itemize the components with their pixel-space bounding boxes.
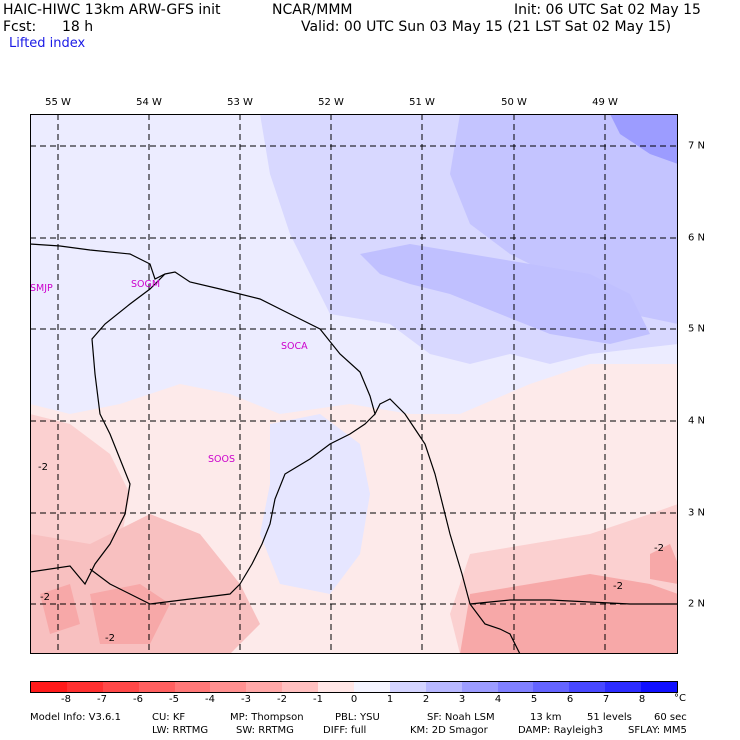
colorbar-label: -2 bbox=[277, 694, 287, 705]
footer-sw: SW: RRTMG bbox=[236, 725, 294, 736]
footer-pbl: PBL: YSU bbox=[335, 712, 380, 723]
lat-label: 7 N bbox=[688, 140, 706, 152]
colorbar-cell bbox=[641, 682, 678, 692]
colorbar-label: 6 bbox=[566, 694, 574, 705]
footer-km: KM: 2D Smagor bbox=[410, 725, 488, 736]
colorbar-label: 3 bbox=[458, 694, 466, 705]
colorbar-cell bbox=[31, 682, 67, 692]
graticule bbox=[30, 114, 678, 654]
colorbar-label: -3 bbox=[241, 694, 251, 705]
colorbar-label: 7 bbox=[602, 694, 610, 705]
colorbar-cell bbox=[282, 682, 319, 692]
colorbar-label: -7 bbox=[97, 694, 107, 705]
footer-mp: MP: Thompson bbox=[230, 712, 304, 723]
footer-sf: SF: Noah LSM bbox=[427, 712, 495, 723]
colorbar-label: 0 bbox=[350, 694, 358, 705]
colorbar-label: -5 bbox=[169, 694, 179, 705]
field-shading bbox=[30, 114, 678, 654]
init-time: Init: 06 UTC Sat 02 May 15 bbox=[514, 2, 701, 18]
footer-model-info: Model Info: V3.6.1 bbox=[30, 712, 121, 723]
colorbar-label: 2 bbox=[422, 694, 430, 705]
colorbar-cell bbox=[102, 682, 139, 692]
org-label: NCAR/MMM bbox=[272, 2, 353, 18]
lon-label: 55 W bbox=[45, 97, 71, 108]
colorbar-cell bbox=[569, 682, 606, 692]
colorbar-cell bbox=[210, 682, 247, 692]
colorbar-cell bbox=[461, 682, 498, 692]
footer-timestep: 60 sec bbox=[654, 712, 687, 723]
colorbar-unit: °C bbox=[674, 693, 686, 704]
footer-sflay: SFLAY: MM5 bbox=[628, 725, 687, 736]
lon-label: 53 W bbox=[227, 97, 253, 108]
contour-label: -2 bbox=[38, 462, 48, 473]
lat-label: 3 N bbox=[688, 507, 706, 519]
station-label: SMJP bbox=[30, 283, 53, 294]
colorbar-cell bbox=[354, 682, 390, 692]
lon-label: 51 W bbox=[409, 97, 435, 108]
colorbar-label: -8 bbox=[61, 694, 71, 705]
contour-label: -2 bbox=[105, 633, 115, 644]
footer-lw: LW: RRTMG bbox=[152, 725, 209, 736]
lat-label: 5 N bbox=[688, 323, 706, 335]
contour-label: -2 bbox=[40, 592, 50, 603]
footer-cu: CU: KF bbox=[152, 712, 186, 723]
field-name: Lifted index bbox=[9, 36, 86, 51]
colorbar-cell bbox=[389, 682, 426, 692]
colorbar-cell bbox=[138, 682, 175, 692]
footer-damp: DAMP: Rayleigh3 bbox=[518, 725, 604, 736]
station-label: SOOS bbox=[208, 454, 235, 465]
colorbar bbox=[30, 681, 678, 693]
footer-levels: 51 levels bbox=[587, 712, 632, 723]
colorbar-cell bbox=[66, 682, 103, 692]
colorbar-cell bbox=[246, 682, 283, 692]
colorbar-label: 1 bbox=[386, 694, 394, 705]
colorbar-label: 4 bbox=[494, 694, 502, 705]
colorbar-cell bbox=[425, 682, 462, 692]
colorbar-label: 8 bbox=[638, 694, 646, 705]
lat-label: 6 N bbox=[688, 232, 706, 244]
forecast-hour: 18 h bbox=[62, 19, 94, 35]
colorbar-cell bbox=[318, 682, 355, 692]
colorbar-cell bbox=[533, 682, 570, 692]
lon-label: 54 W bbox=[136, 97, 162, 108]
colorbar-cell bbox=[174, 682, 211, 692]
lat-label: 4 N bbox=[688, 415, 706, 427]
lon-label: 52 W bbox=[318, 97, 344, 108]
model-title: HAIC-HIWC 13km ARW-GFS init bbox=[3, 2, 221, 18]
footer-diff: DIFF: full bbox=[323, 725, 367, 736]
colorbar-label: -6 bbox=[133, 694, 143, 705]
valid-time: Valid: 00 UTC Sun 03 May 15 (21 LST Sat … bbox=[301, 19, 672, 35]
footer-resolution: 13 km bbox=[530, 712, 562, 723]
colorbar-label: -4 bbox=[205, 694, 215, 705]
contour-label: -2 bbox=[654, 543, 664, 554]
station-label: SOCA bbox=[281, 341, 308, 352]
coastline bbox=[30, 243, 678, 654]
colorbar-label: -1 bbox=[313, 694, 323, 705]
map-frame bbox=[30, 114, 678, 654]
colorbar-cell bbox=[497, 682, 534, 692]
forecast-label: Fcst: bbox=[3, 19, 37, 35]
colorbar-cell bbox=[605, 682, 642, 692]
contour-label: -2 bbox=[613, 581, 623, 592]
lon-label: 50 W bbox=[501, 97, 527, 108]
lon-label: 49 W bbox=[592, 97, 618, 108]
colorbar-label: 5 bbox=[530, 694, 538, 705]
lifted-index-map: SMJP SOGM SOCA SOOS -2 -2 -2 -2 -2 bbox=[30, 114, 678, 654]
station-label: SOGM bbox=[131, 279, 160, 290]
lat-label: 2 N bbox=[688, 598, 706, 610]
